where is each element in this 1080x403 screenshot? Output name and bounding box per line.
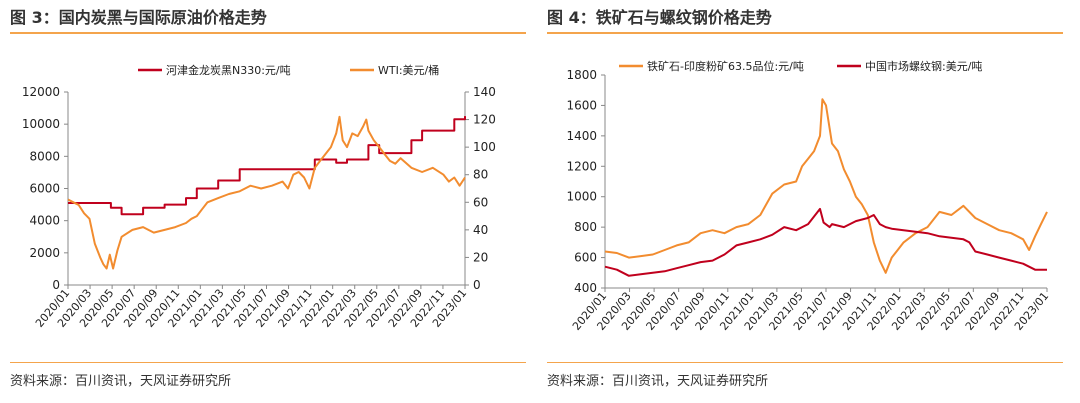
y-tick-label: 1600: [566, 98, 597, 112]
y-tick-label-left: 6000: [29, 182, 60, 196]
iron-ore-rebar-chart: 400600800100012001400160018002020/012020…: [566, 59, 1051, 333]
y-tick-label: 600: [574, 251, 597, 265]
source-note: 资料来源：百川资讯，天风证券研究所: [547, 374, 769, 389]
chart-panel-left: 图 3：国内炭黑与国际原油价格走势 0 2000 4000 6000 8000 10000…: [10, 0, 526, 403]
chart-panel-right: 图 4：铁矿石与螺纹钢价格走势 400 600 800 1000 1200 1400 160…: [547, 0, 1063, 403]
source-note: 资料来源：百川资讯，天风证券研究所: [10, 374, 232, 389]
y-tick-label-right: 20: [473, 250, 488, 264]
legend-label: 铁矿石-印度粉矿63.5品位:元/吨: [647, 59, 804, 73]
legend-label: WTI:美元/桶: [378, 63, 439, 77]
carbon-black-oil-chart: 0 2000 4000 6000 8000 10000 12000 0 20 40 60 80 100 1…: [22, 63, 496, 330]
y-tick-label-right: 0: [473, 278, 481, 292]
y-tick-label: 1400: [566, 129, 597, 143]
figure-title: 图 3：国内炭黑与国际原油价格走势: [10, 8, 267, 27]
y-tick-label: 1000: [566, 190, 597, 204]
y-tick-label-right: 60: [473, 195, 488, 209]
footer-divider: [10, 362, 526, 363]
series-line-1: [604, 98, 1048, 274]
legend-label: 中国市场螺纹钢:美元/吨: [865, 59, 982, 73]
title-divider: [547, 32, 1063, 34]
series-line-2: [67, 115, 466, 270]
y-tick-label: 400: [574, 281, 597, 295]
y-tick-label-right: 80: [473, 168, 488, 182]
y-tick-label-right: 40: [473, 223, 488, 237]
y-tick-label-right: 100: [473, 140, 496, 154]
y-tick-label: 800: [574, 220, 597, 234]
y-tick-label-right: 120: [473, 113, 496, 127]
series-line-1: [68, 116, 466, 216]
figure-title: 图 4：铁矿石与螺纹钢价格走势: [547, 8, 772, 27]
y-tick-label: 1200: [566, 159, 597, 173]
y-tick-label-left: 4000: [29, 214, 60, 228]
y-tick-label-left: 10000: [22, 117, 60, 131]
y-tick-label-left: 8000: [29, 149, 60, 163]
y-tick-label: 1800: [566, 68, 597, 82]
footer-divider: [547, 362, 1063, 363]
y-tick-label-right: 140: [473, 85, 496, 99]
y-tick-label-left: 2000: [29, 246, 60, 260]
title-divider: [10, 32, 526, 34]
y-tick-label-left: 0: [52, 278, 60, 292]
legend-label: 河津金龙炭黑N330:元/吨: [166, 63, 291, 77]
y-tick-label-left: 12000: [22, 85, 60, 99]
series-line-2: [604, 207, 1047, 277]
